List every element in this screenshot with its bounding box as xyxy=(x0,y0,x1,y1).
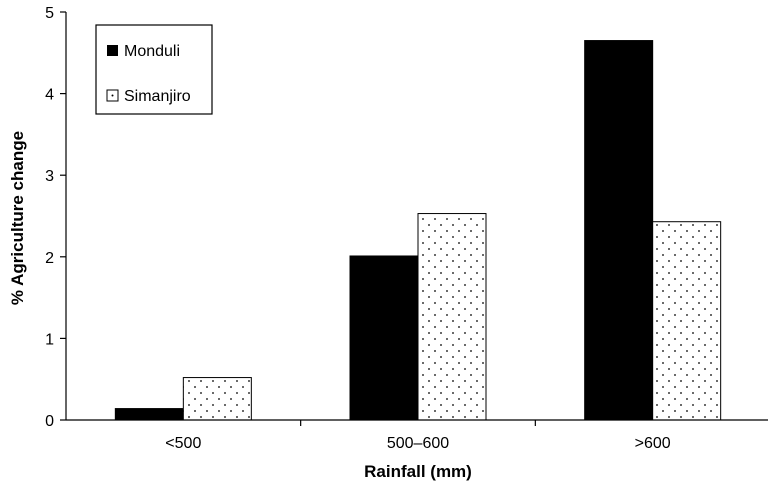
y-tick-label: 4 xyxy=(45,87,54,104)
y-tick-label: 0 xyxy=(45,413,54,430)
bar-simanjiro-0 xyxy=(182,377,252,421)
y-axis-title: % Agriculture change xyxy=(8,131,27,305)
legend-swatch-monduli xyxy=(107,45,118,56)
legend-swatch-dot xyxy=(111,94,114,97)
x-tick-label: 500–600 xyxy=(387,435,449,452)
legend: Monduli Simanjiro xyxy=(95,24,213,115)
legend-label-monduli: Monduli xyxy=(124,43,180,60)
bar-simanjiro-1 xyxy=(417,213,487,421)
x-tick-label: <500 xyxy=(165,435,201,452)
y-tick-label: 3 xyxy=(45,168,54,185)
legend-label-simanjiro: Simanjiro xyxy=(124,88,191,105)
x-axis-title: Rainfall (mm) xyxy=(364,462,472,481)
bars xyxy=(114,40,722,421)
y-tick-label: 5 xyxy=(45,5,54,22)
y-tick-label: 1 xyxy=(45,331,54,348)
x-axis-ticks: <500 500–600 >600 xyxy=(165,420,671,452)
bar-monduli-1 xyxy=(349,255,419,421)
bar-monduli-2 xyxy=(584,40,654,421)
bar-monduli-0 xyxy=(114,408,184,421)
bar-simanjiro-2 xyxy=(652,221,722,421)
x-tick-label: >600 xyxy=(635,435,671,452)
y-axis-ticks: 0 1 2 3 4 5 xyxy=(45,5,66,430)
legend-box xyxy=(95,24,213,115)
y-tick-label: 2 xyxy=(45,250,54,267)
